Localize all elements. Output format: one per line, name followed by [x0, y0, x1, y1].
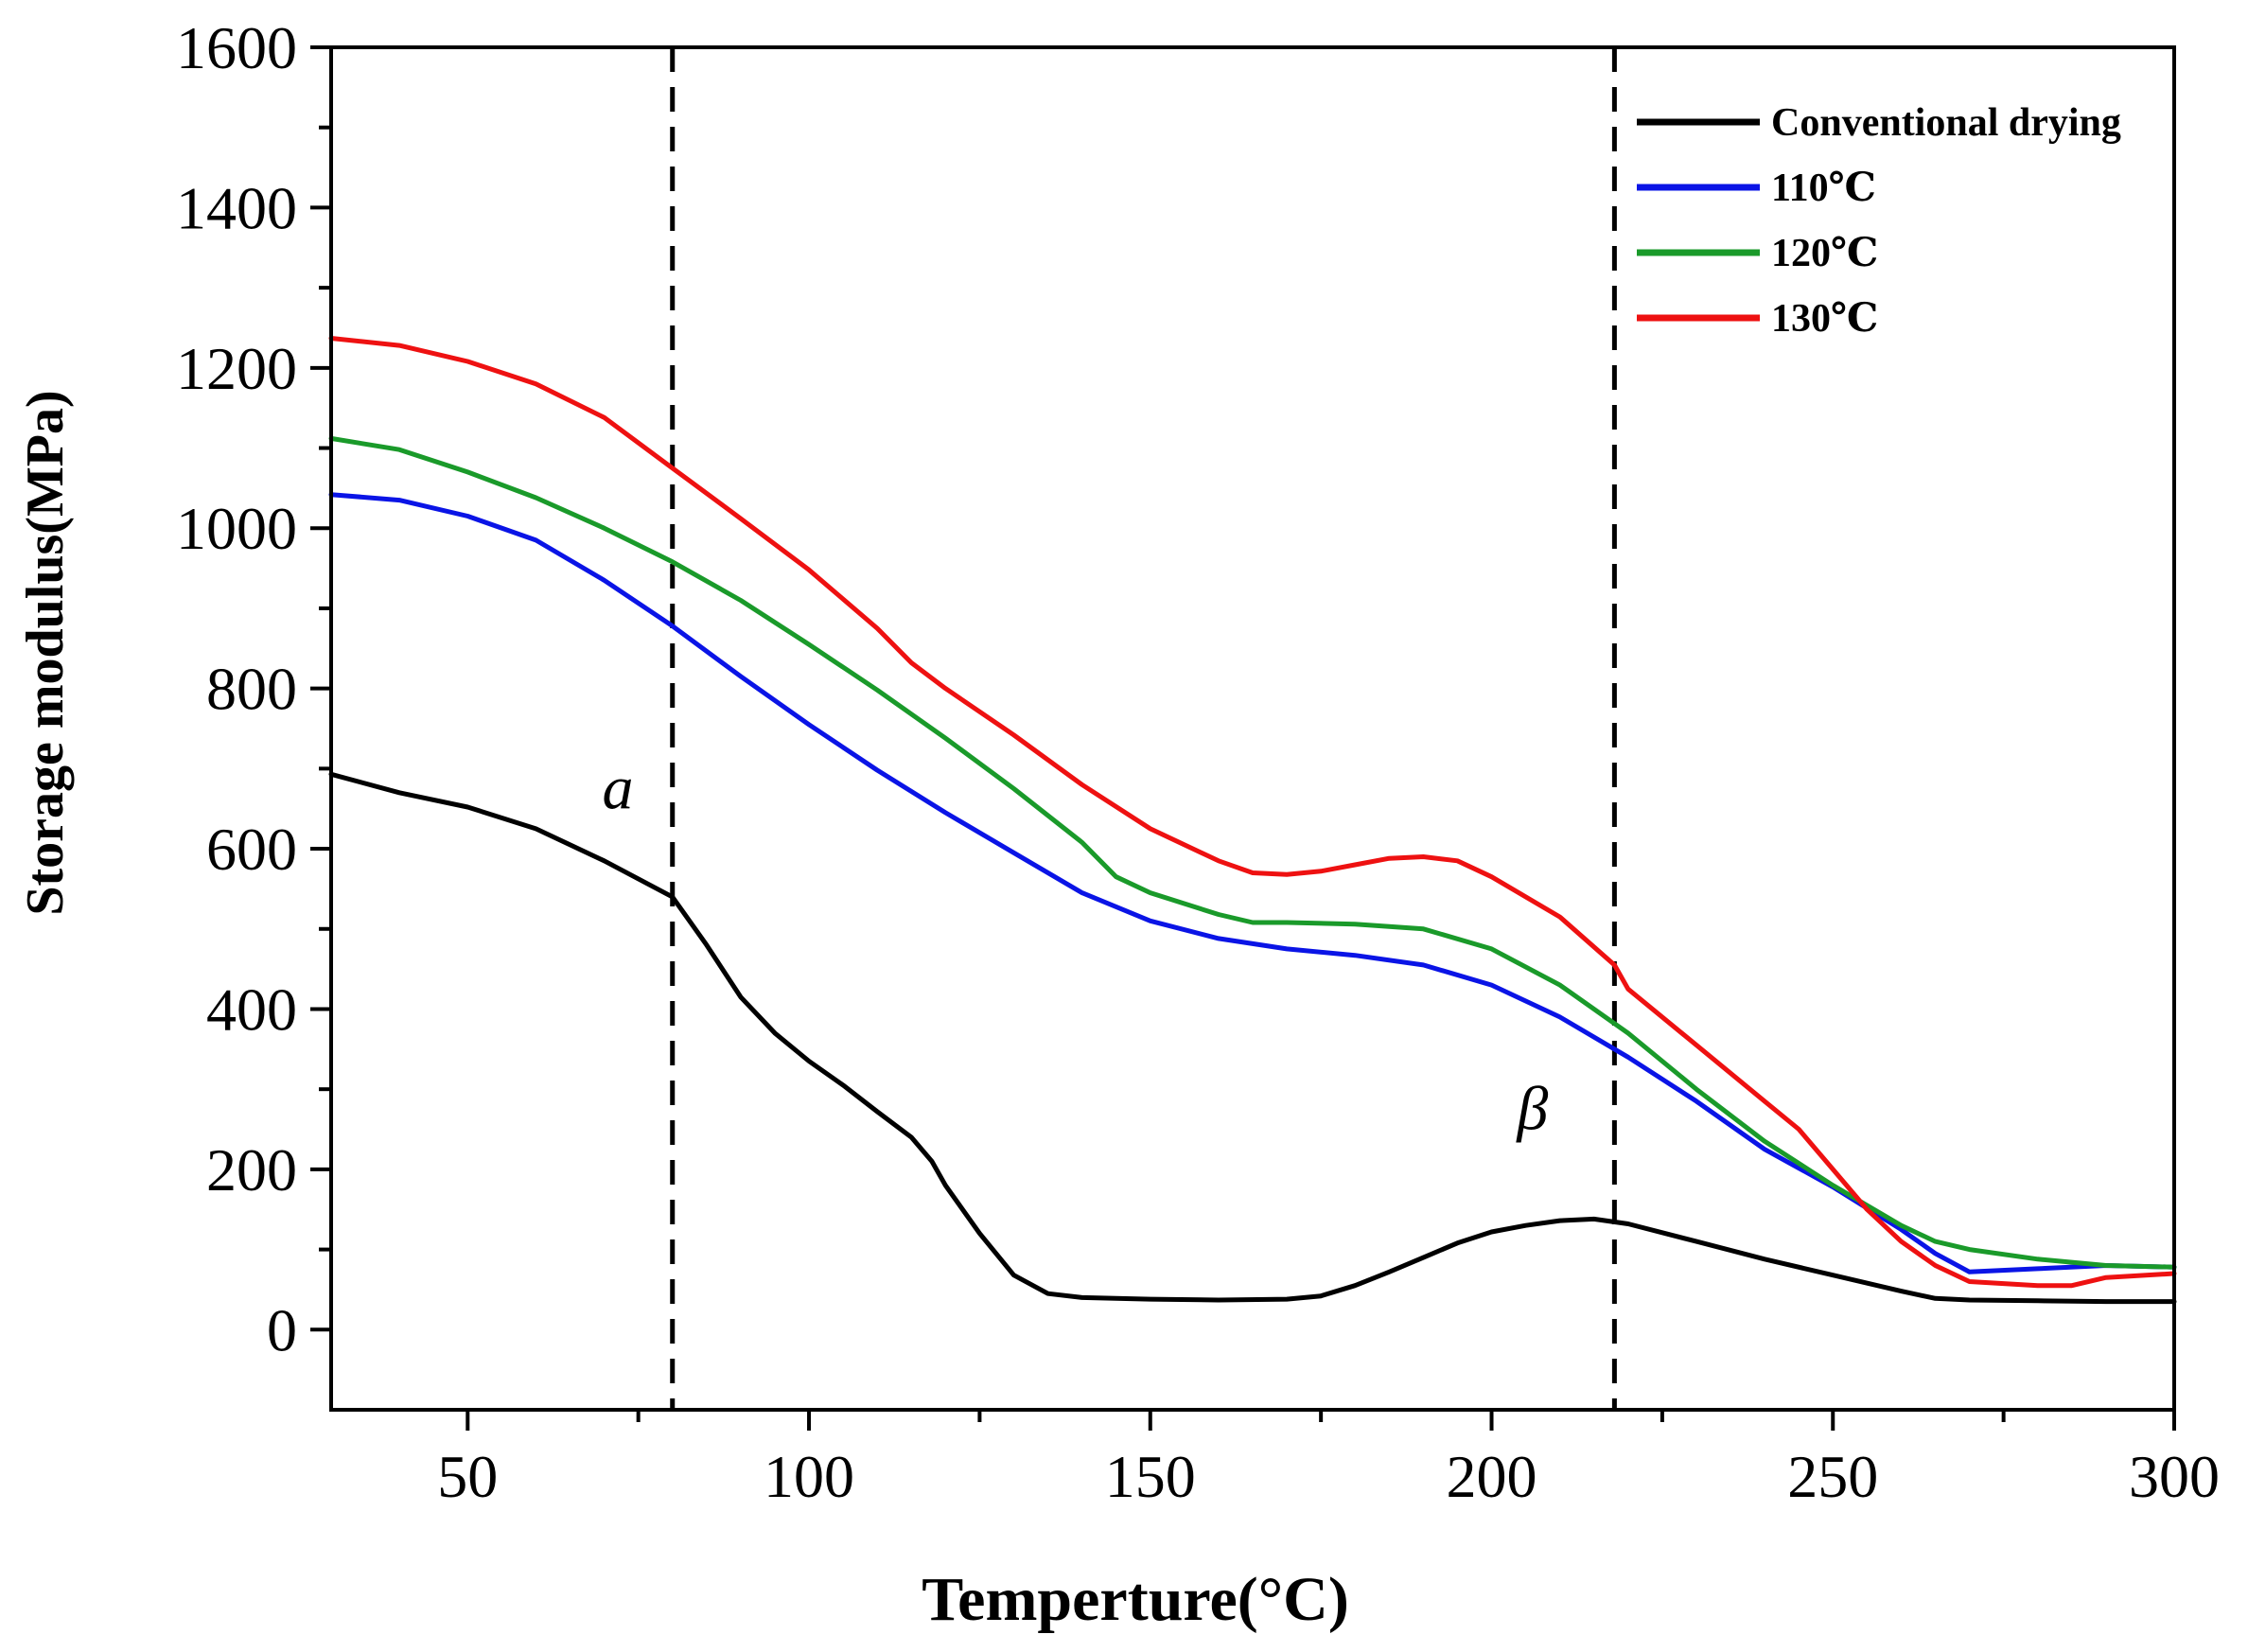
x-tick-label-50: 50	[437, 1443, 498, 1510]
legend: Conventional drying 110℃ 120℃ 130℃	[1637, 101, 2121, 341]
y-tick-label-200: 200	[206, 1136, 297, 1204]
axes-frame	[329, 45, 2176, 1412]
series-line-conventional-drying	[328, 771, 2177, 1305]
plot-frame	[329, 45, 2176, 1412]
annotations: aβ	[603, 754, 1549, 1144]
x-tick-label-300: 300	[2129, 1443, 2220, 1510]
legend-label-130: 130℃	[1771, 297, 1878, 341]
series-line-120	[328, 435, 2177, 1270]
x-tick-label-200: 200	[1447, 1443, 1537, 1510]
x-tick-label-250: 250	[1787, 1443, 1878, 1510]
reference-lines	[670, 47, 1617, 1410]
y-tick-label-1400: 1400	[176, 174, 297, 241]
axis-ticks	[310, 45, 2176, 1431]
y-axis-title: Storage modulus(MPa)	[16, 390, 75, 915]
y-tick-label-800: 800	[206, 656, 297, 723]
annotation-beta: β	[1515, 1075, 1548, 1144]
legend-label-conventional-drying: Conventional drying	[1771, 101, 2121, 145]
y-tick-label-1200: 1200	[176, 335, 297, 402]
series-line-130	[328, 336, 2177, 1289]
x-tick-label-150: 150	[1105, 1443, 1196, 1510]
x-tick-label-100: 100	[764, 1443, 854, 1510]
y-tick-label-600: 600	[206, 816, 297, 883]
y-tick-label-0: 0	[267, 1296, 297, 1363]
tick-labels: 50 100 150 200 250 300 0 200 400 600 800 1000 1200 14…	[176, 14, 2220, 1510]
y-tick-label-400: 400	[206, 975, 297, 1043]
series-layer	[328, 336, 2177, 1305]
legend-label-120: 120℃	[1771, 232, 1878, 275]
x-axis-title: Temperture(°C)	[922, 1565, 1349, 1634]
y-tick-label-1000: 1000	[176, 495, 297, 562]
series-line-110	[328, 492, 2177, 1274]
legend-label-110: 110℃	[1771, 167, 1876, 210]
annotation-alpha: a	[603, 754, 634, 823]
y-tick-label-1600: 1600	[176, 14, 297, 81]
